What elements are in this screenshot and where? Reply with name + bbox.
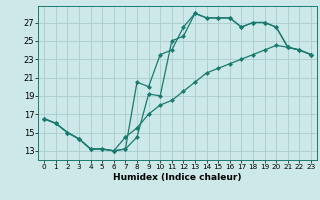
X-axis label: Humidex (Indice chaleur): Humidex (Indice chaleur) — [113, 173, 242, 182]
